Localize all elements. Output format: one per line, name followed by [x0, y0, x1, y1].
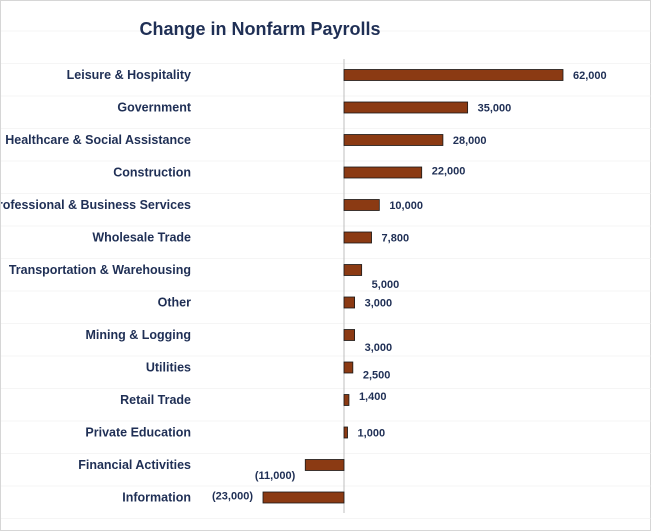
- bar: [343, 329, 355, 341]
- category-label: Construction: [113, 166, 191, 180]
- bar: [343, 69, 564, 81]
- data-label: 1,400: [359, 391, 387, 403]
- category-label: Transportation & Warehousing: [9, 263, 191, 277]
- category-label: Other: [158, 296, 191, 310]
- category-label: Information: [122, 491, 191, 505]
- category-label: Utilities: [146, 361, 191, 375]
- category-label: Professional & Business Services: [1, 198, 191, 212]
- category-label: Mining & Logging: [85, 328, 191, 342]
- category-label: Healthcare & Social Assistance: [5, 133, 191, 147]
- bar: [262, 491, 345, 504]
- bar: [343, 426, 348, 439]
- data-label: 2,500: [363, 370, 391, 382]
- data-label: (23,000): [212, 491, 253, 503]
- chart-title: Change in Nonfarm Payrolls: [139, 19, 380, 39]
- data-label: 35,000: [478, 103, 512, 115]
- bar: [304, 459, 345, 471]
- bar: [343, 264, 363, 276]
- data-label: 22,000: [432, 166, 466, 178]
- category-label: Government: [117, 101, 191, 115]
- bar: [343, 361, 354, 374]
- data-label: 7,800: [382, 233, 410, 245]
- category-label: Wholesale Trade: [92, 231, 191, 245]
- bar: [343, 134, 444, 146]
- data-label: 10,000: [389, 200, 423, 212]
- category-label: Retail Trade: [120, 393, 191, 407]
- bar: [343, 199, 380, 211]
- data-label: 5,000: [372, 279, 400, 291]
- bar: [343, 296, 355, 309]
- data-label: 1,000: [358, 428, 386, 440]
- bar: [343, 231, 372, 244]
- labels-layer: Leisure & Hospitality 62,000 Government 35,…: [1, 68, 607, 505]
- category-label: Financial Activities: [78, 458, 191, 472]
- data-label: (11,000): [255, 470, 296, 482]
- data-label: 3,000: [365, 342, 393, 354]
- bar: [343, 166, 423, 179]
- bar: [343, 394, 350, 406]
- category-label: Private Education: [85, 426, 191, 440]
- category-label: Leisure & Hospitality: [67, 68, 191, 82]
- bar: [343, 101, 469, 114]
- data-label: 28,000: [453, 135, 487, 147]
- data-label: 3,000: [365, 298, 393, 310]
- data-label: 62,000: [573, 70, 607, 82]
- background-gridlines: [1, 30, 651, 519]
- bars-layer: [262, 69, 564, 504]
